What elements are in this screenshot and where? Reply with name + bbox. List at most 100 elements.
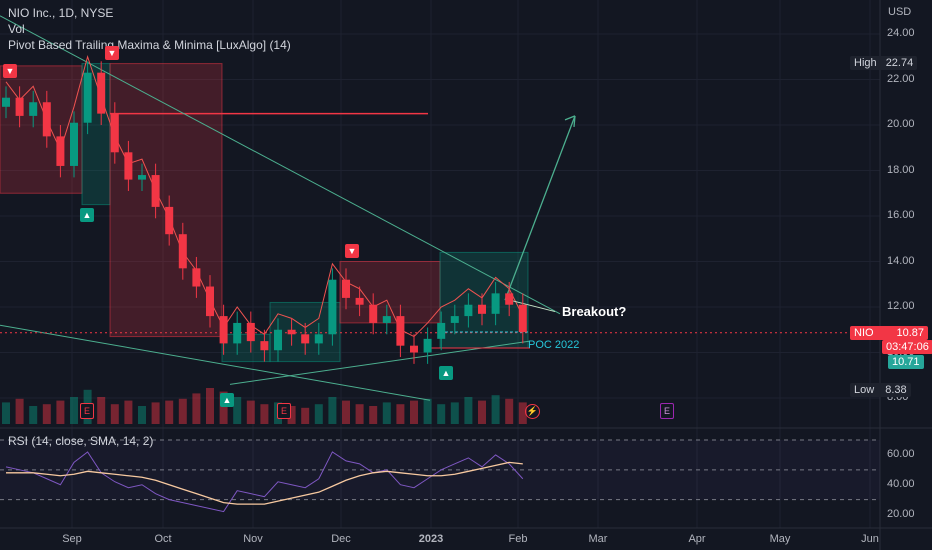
time-tick-label: Dec bbox=[331, 533, 351, 545]
volume-bar bbox=[369, 406, 378, 424]
indicator-legend[interactable]: Pivot Based Trailing Maxima & Minima [Lu… bbox=[8, 38, 291, 52]
candle-body bbox=[355, 297, 364, 305]
time-tick-label: 2023 bbox=[418, 533, 444, 545]
pivot-up-icon[interactable]: ▲ bbox=[220, 393, 234, 407]
time-tick-label: Jun bbox=[861, 533, 879, 545]
candle-body bbox=[206, 286, 214, 317]
volume-bar bbox=[42, 404, 51, 424]
time-tick-label: Oct bbox=[154, 533, 172, 545]
price-tick-label: 12.00 bbox=[887, 300, 915, 312]
volume-bar bbox=[219, 391, 228, 424]
price-tick-label: 22.00 bbox=[887, 72, 915, 85]
dividend-icon[interactable]: ⚡ bbox=[525, 404, 540, 419]
earnings-icon[interactable]: E bbox=[80, 403, 94, 419]
candle-body bbox=[29, 102, 38, 116]
rsi-tick-label: 40.00 bbox=[887, 477, 915, 490]
candle-body bbox=[124, 152, 133, 180]
earnings-icon[interactable]: E bbox=[660, 403, 674, 419]
pivot-zone bbox=[339, 261, 441, 324]
candle-body bbox=[328, 279, 337, 335]
price-tick-label: 16.00 bbox=[887, 209, 915, 221]
pivot-zone bbox=[109, 63, 223, 338]
candle-body bbox=[450, 316, 459, 323]
volume-bar bbox=[97, 397, 106, 424]
pivot-down-icon[interactable]: ▼ bbox=[345, 244, 359, 258]
candle-body bbox=[110, 113, 119, 153]
candle-body bbox=[491, 293, 500, 314]
volume-legend[interactable]: Vol bbox=[8, 22, 25, 36]
candle-body bbox=[314, 334, 323, 344]
volume-bar bbox=[314, 404, 323, 424]
volume-bar bbox=[355, 404, 364, 424]
candle-body bbox=[464, 304, 473, 317]
volume-bar bbox=[491, 395, 500, 424]
pivot-up-icon[interactable]: ▲ bbox=[439, 366, 453, 380]
pivot-zone bbox=[0, 65, 83, 194]
volume-bar bbox=[450, 402, 459, 424]
candle-body bbox=[287, 329, 296, 335]
pivot-up-icon[interactable]: ▲ bbox=[80, 208, 94, 222]
volume-bar bbox=[328, 397, 337, 424]
volume-bar bbox=[206, 388, 214, 424]
symbol-title[interactable]: NIO Inc., 1D, NYSE bbox=[8, 6, 114, 20]
volume-bar bbox=[165, 400, 174, 424]
volume-bar bbox=[437, 404, 446, 424]
volume-bar bbox=[464, 397, 473, 424]
candle-body bbox=[56, 136, 65, 166]
volume-bar bbox=[15, 398, 24, 424]
symbol-label: NIO bbox=[854, 327, 874, 339]
volume-bar bbox=[29, 406, 38, 424]
volume-bars bbox=[2, 388, 527, 424]
candle-body bbox=[97, 72, 106, 114]
candle-body bbox=[260, 341, 269, 351]
volume-bar bbox=[410, 400, 418, 424]
price-tick-label: 20.00 bbox=[887, 118, 915, 130]
candle-body bbox=[369, 304, 378, 323]
candle-body bbox=[518, 304, 527, 333]
rsi-sma-line bbox=[6, 461, 523, 505]
candle-body bbox=[83, 72, 92, 123]
time-tick-label: Apr bbox=[688, 533, 706, 545]
volume-bar bbox=[342, 400, 350, 424]
pivot-down-icon[interactable]: ▼ bbox=[105, 46, 119, 60]
volume-bar bbox=[138, 406, 146, 424]
volume-bar bbox=[56, 400, 65, 424]
price-tick-label: 18.00 bbox=[887, 163, 915, 176]
poc-label: POC 2022 bbox=[528, 339, 580, 351]
low-tag: Low 8.38 bbox=[850, 383, 911, 397]
rsi-line bbox=[5, 451, 524, 513]
price-tick-label: 24.00 bbox=[887, 27, 915, 39]
volume-bar bbox=[151, 402, 160, 424]
candle-body bbox=[301, 334, 310, 344]
volume-bar bbox=[382, 402, 391, 424]
volume-bar bbox=[246, 400, 255, 424]
earnings-icon[interactable]: E bbox=[277, 403, 291, 419]
rsi-legend[interactable]: RSI (14, close, SMA, 14, 2) bbox=[8, 434, 154, 448]
volume-bar bbox=[192, 393, 201, 424]
price-tag: NIO 10.87 bbox=[850, 326, 928, 340]
volume-bar bbox=[478, 400, 486, 424]
volume-bar bbox=[396, 404, 405, 424]
candle-body bbox=[342, 279, 350, 298]
high-label: High bbox=[854, 57, 877, 69]
downtrend-line bbox=[0, 15, 561, 315]
candle-body bbox=[274, 329, 282, 351]
rsi-tick-label: 60.00 bbox=[887, 447, 915, 460]
volume-bar bbox=[110, 404, 119, 424]
volume-bar bbox=[423, 398, 432, 424]
arrow-head-icon bbox=[564, 115, 576, 127]
price-value: 10.87 bbox=[896, 327, 924, 339]
time-tick-label: May bbox=[769, 533, 791, 545]
lower-trend-line bbox=[0, 324, 431, 401]
volume-bar bbox=[505, 398, 514, 424]
candle-body bbox=[396, 316, 405, 346]
candle-body bbox=[410, 345, 418, 353]
breakout-annotation[interactable]: Breakout? bbox=[562, 304, 627, 319]
candle-body bbox=[42, 102, 51, 137]
sub-value-tag: 10.71 bbox=[888, 355, 924, 369]
pivot-down-icon[interactable]: ▼ bbox=[3, 64, 17, 78]
candle-body bbox=[423, 338, 432, 353]
price-tick-label: 14.00 bbox=[887, 254, 915, 267]
volume-bar bbox=[287, 406, 296, 424]
